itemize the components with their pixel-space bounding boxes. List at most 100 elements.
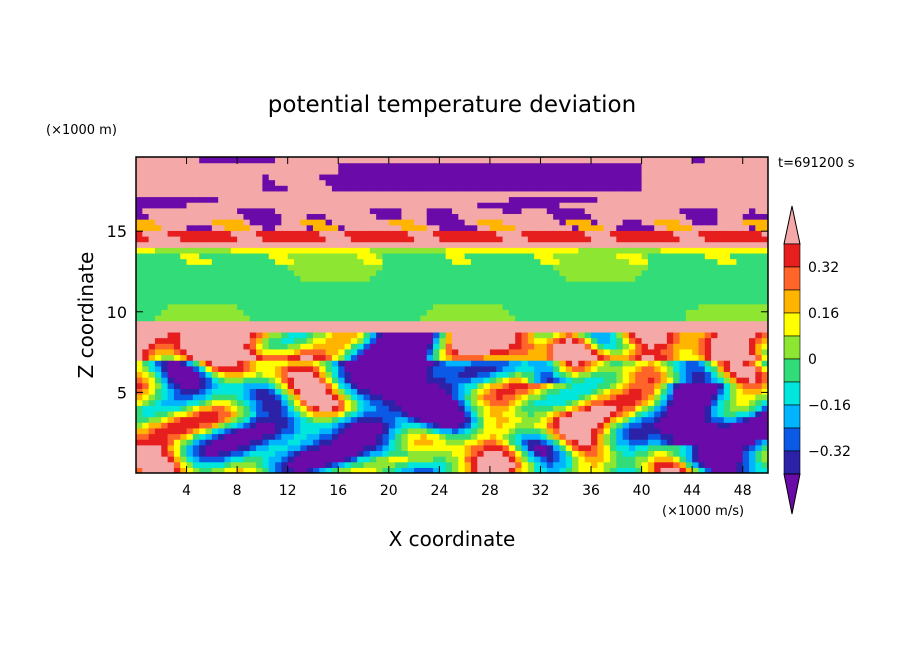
heatmap-cell: [489, 405, 497, 412]
heatmap-cell: [610, 281, 617, 288]
heatmap-cell: [388, 190, 396, 198]
heatmap-cell: [521, 410, 529, 418]
heatmap-cell: [666, 444, 674, 452]
heatmap-cell: [148, 185, 156, 192]
heatmap-cell: [483, 162, 491, 169]
heatmap-cell: [452, 275, 459, 282]
heatmap-cell: [192, 422, 200, 429]
heatmap-cell: [591, 309, 598, 316]
heatmap-cell: [439, 467, 447, 473]
heatmap-cell: [502, 337, 510, 344]
heatmap-cell: [281, 269, 289, 277]
heatmap-cell: [426, 416, 434, 423]
heatmap-cell: [395, 190, 403, 198]
heatmap-cell: [148, 326, 156, 333]
heatmap-cell: [458, 196, 466, 203]
heatmap-cell: [243, 292, 251, 299]
heatmap-cell: [647, 326, 655, 333]
heatmap-cell: [369, 405, 377, 412]
heatmap-cell: [527, 444, 535, 452]
heatmap-cell: [218, 388, 226, 395]
heatmap-cell: [205, 309, 213, 316]
heatmap-cell: [464, 315, 472, 322]
heatmap-cell: [477, 190, 485, 198]
heatmap-cell: [338, 467, 346, 473]
heatmap-cell: [407, 162, 415, 169]
heatmap-cell: [224, 179, 232, 186]
heatmap-cell: [275, 343, 282, 350]
heatmap-cell: [407, 331, 415, 339]
heatmap-cell: [186, 258, 194, 265]
heatmap-cell: [300, 275, 308, 282]
heatmap-cell: [312, 168, 320, 175]
heatmap-cell: [148, 433, 156, 440]
heatmap-cell: [496, 207, 504, 215]
heatmap-cell: [154, 433, 162, 440]
heatmap-cell: [610, 439, 617, 446]
heatmap-cell: [635, 185, 643, 192]
heatmap-cell: [489, 343, 497, 350]
heatmap-cell: [603, 202, 611, 209]
heatmap-cell: [281, 315, 289, 322]
heatmap-cell: [622, 439, 630, 446]
heatmap-cell: [439, 382, 447, 389]
heatmap-cell: [275, 162, 282, 169]
heatmap-cell: [325, 461, 333, 468]
heatmap-cell: [331, 168, 339, 175]
heatmap-cell: [192, 377, 200, 384]
heatmap-cell: [508, 410, 516, 418]
heatmap-cell: [350, 179, 358, 186]
heatmap-cell: [420, 202, 428, 209]
heatmap-cell: [445, 219, 453, 226]
heatmap-cell: [344, 377, 352, 384]
heatmap-cell: [458, 354, 466, 361]
heatmap-cell: [597, 173, 605, 181]
heatmap-cell: [540, 331, 548, 339]
heatmap-cell: [515, 450, 523, 457]
heatmap-cell: [249, 286, 257, 294]
heatmap-cell: [344, 275, 352, 282]
heatmap-cell: [401, 326, 409, 333]
heatmap-cell: [470, 427, 478, 435]
heatmap-cell: [565, 320, 573, 327]
heatmap-cell: [363, 450, 371, 457]
heatmap-cell: [546, 320, 554, 327]
heatmap-cell: [628, 224, 636, 231]
heatmap-cell: [420, 382, 428, 389]
heatmap-cell: [230, 196, 238, 203]
heatmap-cell: [338, 162, 346, 169]
heatmap-cell: [458, 416, 466, 423]
heatmap-cell: [161, 269, 169, 277]
heatmap-cell: [647, 348, 655, 356]
heatmap-cell: [161, 439, 169, 446]
heatmap-cell: [489, 275, 497, 282]
heatmap-cell: [312, 354, 320, 361]
heatmap-cell: [287, 315, 295, 322]
heatmap-cell: [477, 320, 485, 327]
heatmap-cell: [685, 309, 693, 316]
heatmap-cell: [673, 157, 681, 164]
heatmap-cell: [616, 365, 624, 373]
heatmap-cell: [515, 224, 523, 231]
heatmap-cell: [515, 258, 523, 265]
heatmap-cell: [679, 365, 687, 373]
heatmap-cell: [622, 416, 630, 423]
heatmap-cell: [654, 281, 662, 288]
heatmap-cell: [496, 410, 504, 418]
heatmap-cell: [369, 309, 377, 316]
heatmap-cell: [395, 343, 403, 350]
heatmap-cell: [256, 303, 263, 310]
heatmap-cell: [692, 394, 700, 401]
heatmap-cell: [142, 315, 150, 322]
heatmap-cell: [641, 422, 649, 429]
heatmap-cell: [622, 207, 630, 215]
heatmap-cell: [287, 444, 295, 452]
heatmap-cell: [641, 219, 649, 226]
heatmap-cell: [521, 354, 529, 361]
heatmap-cell: [458, 377, 466, 384]
heatmap-cell: [357, 326, 365, 333]
heatmap-cell: [597, 371, 605, 378]
heatmap-cell: [224, 354, 232, 361]
heatmap-cell: [382, 343, 390, 350]
heatmap-cell: [186, 213, 194, 220]
